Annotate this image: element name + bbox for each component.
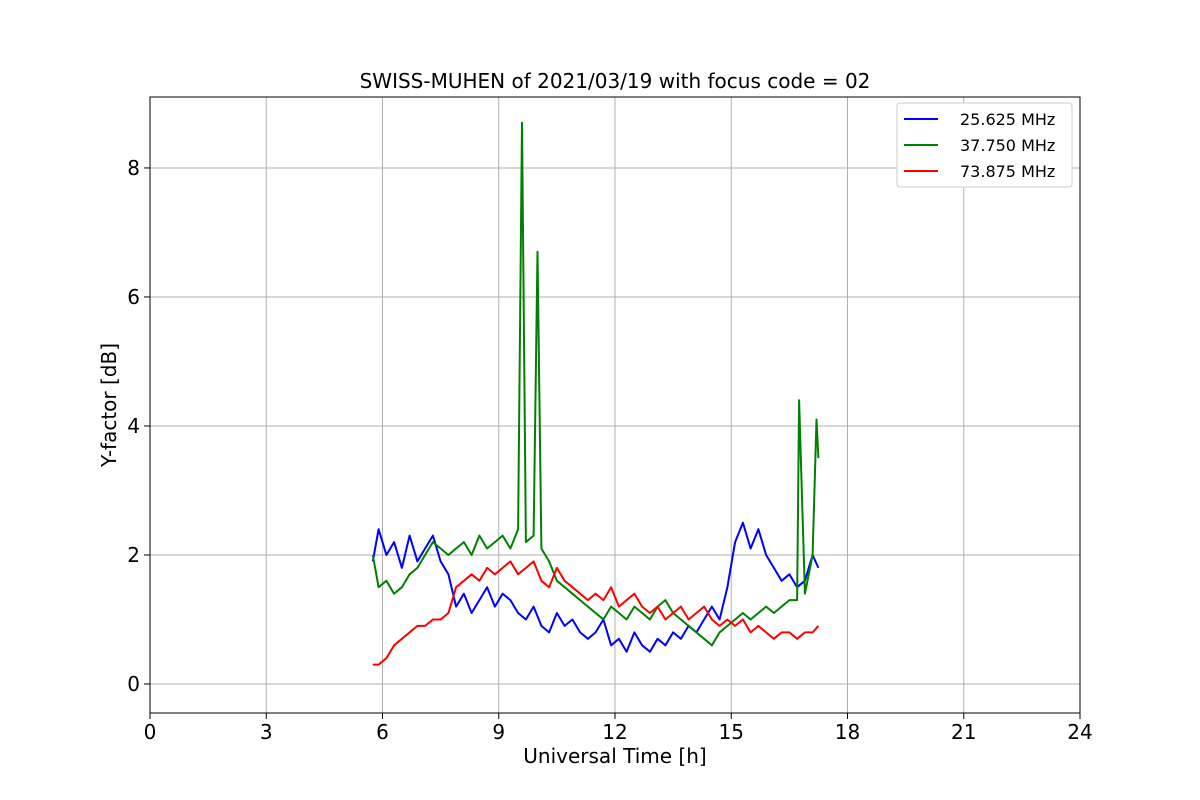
x-tick-label: 21 xyxy=(951,720,976,744)
x-tick-label: 3 xyxy=(260,720,273,744)
y-tick-label: 2 xyxy=(127,543,140,567)
series-line-1 xyxy=(371,121,820,647)
legend-frame xyxy=(896,102,1073,188)
legend: 25.625 MHz 37.750 MHz 73.875 MHz xyxy=(896,102,1073,188)
x-tick-label: 18 xyxy=(835,720,860,744)
y-tick-label: 0 xyxy=(127,672,140,696)
x-tick-label: 15 xyxy=(719,720,744,744)
grid xyxy=(149,97,1081,713)
x-tick-label: 6 xyxy=(376,720,389,744)
y-tick-label: 6 xyxy=(127,285,140,309)
x-axis-label: Universal Time [h] xyxy=(523,744,706,768)
y-tick-label: 4 xyxy=(127,414,140,438)
x-tick-label: 9 xyxy=(492,720,505,744)
chart-title: SWISS-MUHEN of 2021/03/19 with focus cod… xyxy=(360,69,871,93)
x-tick-label: 12 xyxy=(602,720,627,744)
legend-label-1: 37.750 MHz xyxy=(960,136,1055,155)
legend-label-2: 73.875 MHz xyxy=(960,162,1055,181)
y-tick-label: 8 xyxy=(127,156,140,180)
series-layer xyxy=(371,121,820,666)
x-tick-label: 0 xyxy=(144,720,157,744)
y-axis-label: Y-factor [dB] xyxy=(97,343,121,468)
series-line-2 xyxy=(372,560,820,666)
legend-label-0: 25.625 MHz xyxy=(960,110,1055,129)
x-tick-label: 24 xyxy=(1067,720,1092,744)
series-line-0 xyxy=(371,521,820,653)
